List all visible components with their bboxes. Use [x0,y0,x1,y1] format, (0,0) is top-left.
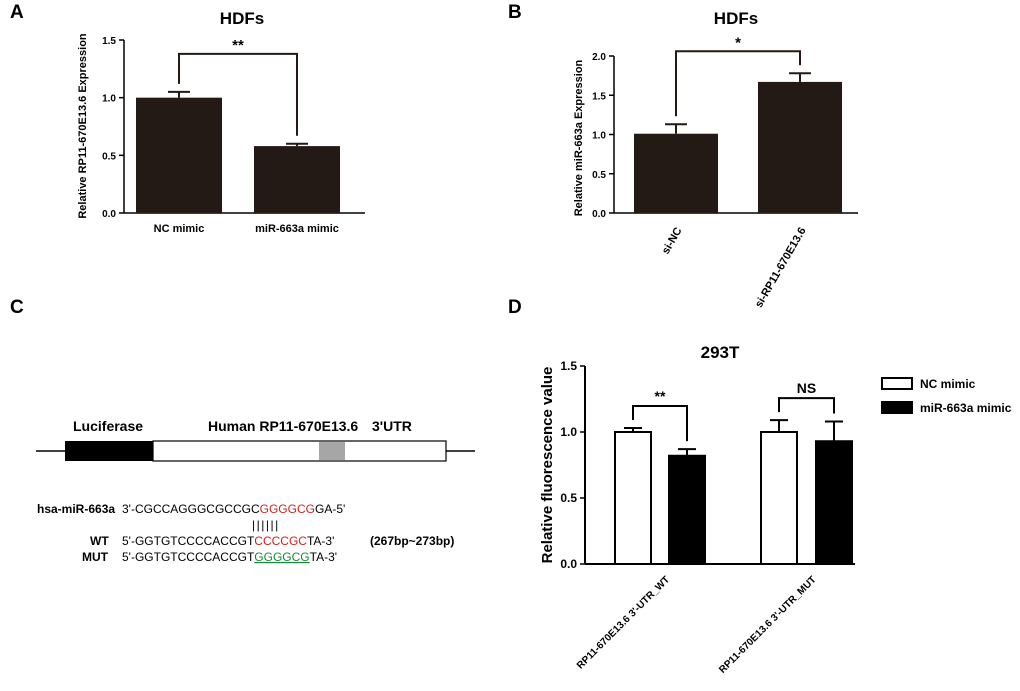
wt-seq-suffix: TA-3' [307,534,334,548]
binding-site-block [319,442,345,460]
chart-a-significance-bracket [178,52,298,136]
chart-a-significance-label: ** [232,37,244,54]
chart-a-ylabel: Relative RP11-670E13.6 Expression [77,33,89,219]
chart-d-category-label: RP11-670E13.6 3'-UTR_MUT [717,574,818,675]
mirna-seed: GGGGCG [260,502,315,516]
chart-b-ytick-label: 1.5 [592,91,606,102]
chart-d-category-label: RP11-670E13.6 3'-UTR_WT [575,574,672,671]
chart-b-ytick-label: 2.0 [592,52,606,63]
mut-label: MUT [82,550,109,564]
chart-d-legend: NC mimic miR-663a mimic [881,377,1012,415]
chart-d-title: 293T [701,343,740,362]
chart-d-significance-bracket [778,397,835,414]
chart-d-bar [668,454,706,566]
chart-a-bar [254,146,340,213]
mirna-sequence: 3'-CGCCAGGGCGCCGCGGGGCGGA-5' [122,502,345,516]
chart-a-title: HDFs [220,9,264,28]
utr-label: 3'UTR [372,418,412,434]
chart-d-significance-label: ** [655,388,666,404]
panel-letter-a: A [10,2,24,23]
chart-d: 293T Relative fluorescence value 0.0 0.5 1… [539,343,1012,676]
chart-b-ylabel: Relative miR-663a Expression [573,59,585,216]
panel-letter-d: D [508,297,522,318]
chart-d-significance-label: NS [797,380,816,396]
wt-seq-prefix: 5'-GGTGTCCCCACCGT [122,534,255,548]
wt-site: CCCCGC [254,534,307,548]
chart-a: HDFs Relative RP11-670E13.6 Expression 0… [77,9,365,235]
mirna-name: hsa-miR-663a [37,502,115,516]
chart-a-ytick-label: 0.5 [102,151,116,162]
pairing-lines: |||||| [252,518,280,532]
chart-d-bar [614,431,652,565]
chart-b-bar [634,133,718,213]
chart-d-ylabel: Relative fluorescence value [539,367,556,564]
mut-seq-prefix: 5'-GGTGTCCCCACCGT [122,550,255,564]
chart-b: HDFs Relative miR-663a Expression 0.0 0.5… [573,9,858,310]
panel-letter-b: B [508,2,522,23]
chart-d-legend-swatch [881,401,913,414]
mut-site: GGGGCG [254,550,309,564]
chart-d-legend-swatch [881,377,913,390]
chart-b-bar [758,81,842,213]
chart-b-category-label: si-RP11-670E13.6 [753,226,809,310]
chart-a-category-label: NC mimic [154,223,205,235]
chart-b-ytick-label: 0.5 [592,170,606,181]
chart-b-ytick-label: 0.0 [592,209,606,220]
mut-sequence: 5'-GGTGTCCCCACCGTGGGGCGTA-3' [122,550,337,564]
chart-a-ytick-label: 1.5 [102,36,116,47]
chart-b-title: HDFs [714,9,758,28]
chart-d-ytick-label: 0.5 [560,491,577,505]
chart-a-ytick-label: 1.0 [102,94,116,105]
chart-d-bar [815,440,853,565]
wt-sequence: 5'-GGTGTCCCCACCGTCCCCGCTA-3' [122,534,334,548]
mirna-seq-suffix: GA-5' [315,502,345,516]
chart-d-ytick-label: 1.0 [560,425,577,439]
utr-block [152,440,447,462]
gene-label: Human RP11-670E13.6 [208,418,358,434]
chart-d-significance-bracket [632,405,688,442]
construct-diagram: Luciferase Human RP11-670E13.6 3'UTR hsa… [36,418,475,564]
position-label: (267bp~273bp) [370,534,454,548]
chart-b-ytick-label: 1.0 [592,131,606,142]
luciferase-label: Luciferase [73,418,143,434]
chart-d-bar [760,431,798,565]
chart-d-ytick-label: 1.5 [560,359,577,373]
chart-d-legend-label: miR-663a mimic [920,401,1012,415]
chart-d-legend-label: NC mimic [920,377,976,391]
chart-b-significance-bracket [675,50,801,117]
chart-a-ytick-label: 0.0 [102,209,116,220]
chart-d-ytick-label: 0.0 [560,557,577,571]
luciferase-block [65,441,153,461]
chart-a-category-label: miR-663a mimic [255,223,339,235]
mirna-seq-prefix: 3'-CGCCAGGGCGCCGC [122,502,260,516]
chart-b-significance-label: * [735,34,741,51]
mut-seq-suffix: TA-3' [310,550,337,564]
wt-label: WT [90,534,109,548]
chart-a-bar [136,97,222,213]
panel-letter-c: C [10,297,24,318]
chart-b-category-label: si-NC [660,225,685,256]
